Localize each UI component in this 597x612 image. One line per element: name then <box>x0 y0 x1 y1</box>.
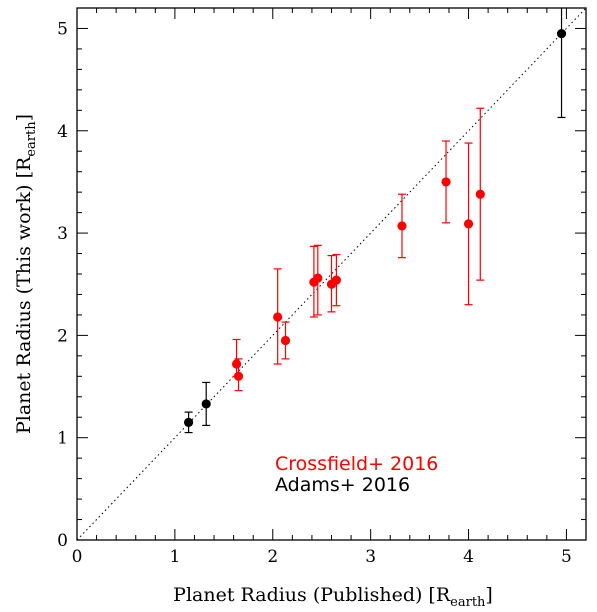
y-tick-label: 3 <box>57 224 68 244</box>
one-to-one-line <box>76 7 587 541</box>
data-series <box>183 8 567 434</box>
data-point <box>273 312 283 322</box>
data-point <box>463 219 474 229</box>
y-tick-label: 4 <box>57 122 68 142</box>
data-point <box>475 189 485 199</box>
data-point <box>556 28 567 39</box>
y-tick-label: 2 <box>57 326 68 346</box>
x-tick-label: 5 <box>561 547 572 567</box>
x-tick-label: 1 <box>169 547 180 567</box>
axis-ticks: 0 1 2 3 4 5 0 1 2 3 4 5 <box>57 7 587 567</box>
x-tick-label: 3 <box>365 547 376 567</box>
data-point <box>183 417 194 427</box>
y-tick-label: 0 <box>57 531 68 551</box>
series-crossfield <box>231 107 485 392</box>
x-tick-label: 4 <box>463 547 474 567</box>
data-point <box>231 359 242 369</box>
data-point <box>280 335 291 346</box>
legend-entry-crossfield: Crossfield+ 2016 <box>275 453 438 475</box>
data-point <box>331 275 341 285</box>
y-tick-label: 1 <box>57 429 68 449</box>
data-point <box>233 371 244 381</box>
legend-entry-adams: Adams+ 2016 <box>275 474 410 496</box>
x-axis-title: Planet Radius (Published) [Rearth] <box>173 584 493 610</box>
x-tick-label: 2 <box>267 547 278 567</box>
data-point <box>201 399 211 409</box>
data-point <box>313 273 323 283</box>
y-tick-label: 5 <box>57 19 68 39</box>
data-point <box>441 177 451 187</box>
series-adams <box>183 8 567 434</box>
y-axis-title: Planet Radius (This work) [Rearth] <box>13 114 39 434</box>
x-tick-label: 0 <box>72 547 83 567</box>
data-point <box>397 221 407 231</box>
